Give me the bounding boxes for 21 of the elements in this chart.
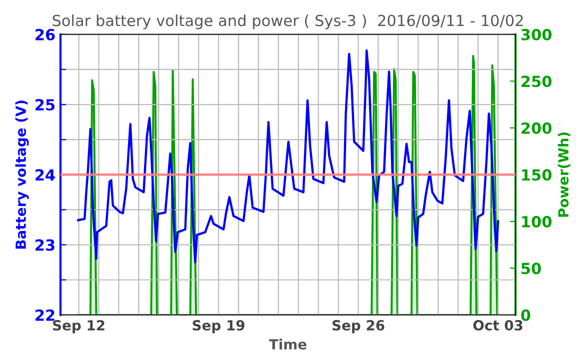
y-tick-label: 25 [36, 98, 55, 111]
x-tick-label: Oct 03 [473, 320, 522, 331]
y2-tick-label: 300 [521, 28, 552, 40]
x-tick-label: Sep 26 [332, 320, 384, 334]
x-tick-label: Sep 12 [53, 320, 104, 334]
y-tick-label: 26 [36, 28, 55, 40]
x-axis-title: Time [269, 338, 306, 350]
y-tick-label: 22 [36, 309, 54, 321]
y-axis-title: Battery voltage (V) [15, 100, 29, 249]
y2-tick-label: 50 [522, 262, 541, 274]
y2-axis-title: Power(Wh) [558, 132, 570, 217]
x-tick-label: Sep 19 [192, 320, 244, 334]
y2-tick-label: 100 [522, 216, 552, 228]
line-series [76, 49, 500, 264]
y-tick-label: 23 [36, 239, 54, 251]
y2-tick-label: 250 [522, 76, 552, 88]
y-tick-label: 24 [36, 169, 55, 180]
chart-title: Solar battery voltage and power ( Sys-3 ) 2016/09/11 - 10/02 [52, 14, 523, 30]
y2-tick-label: 0 [521, 309, 530, 321]
y2-tick-label: 150 [522, 169, 552, 181]
y2-tick-label: 200 [522, 122, 552, 134]
